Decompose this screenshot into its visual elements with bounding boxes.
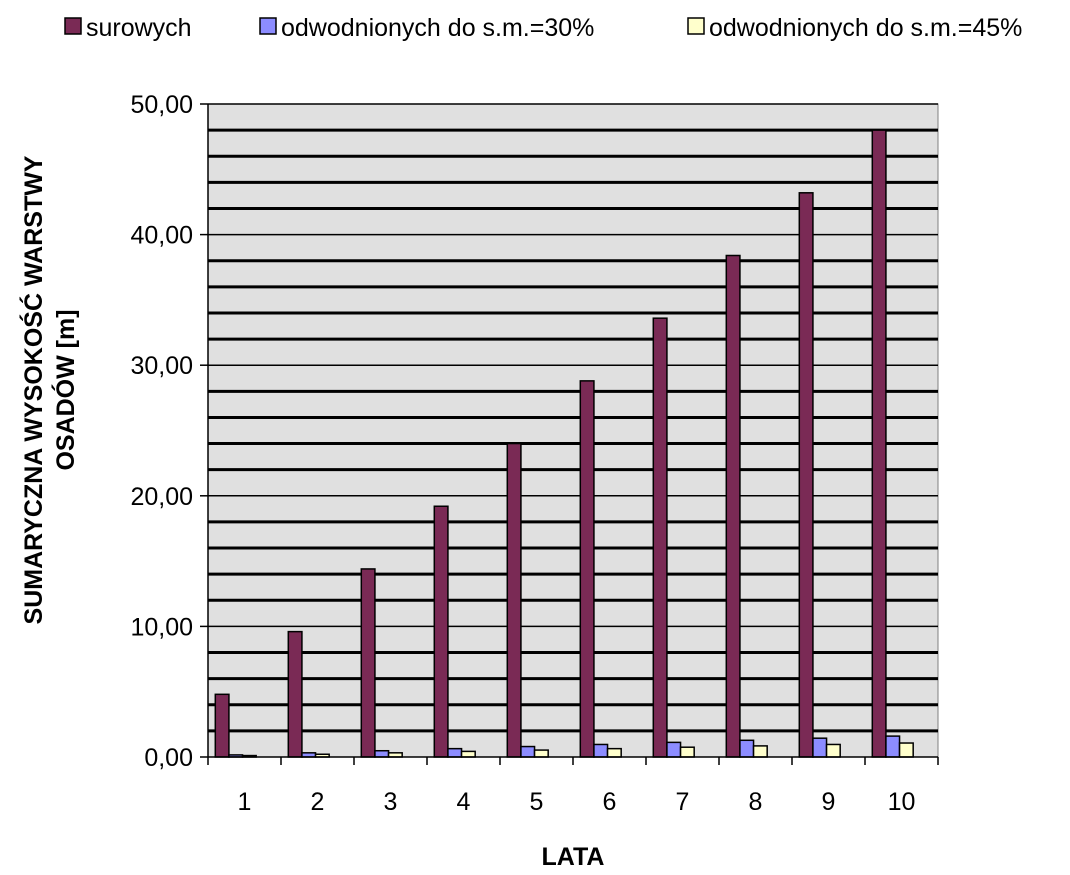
x-tick-label: 2 bbox=[311, 788, 325, 816]
x-tick-labels: 1 2 3 4 5 6 7 8 9 10 bbox=[207, 757, 939, 816]
x-tick-label: 7 bbox=[676, 788, 690, 816]
bar-series-2-cat-6 bbox=[593, 743, 609, 758]
x-tick-label: 9 bbox=[822, 788, 836, 816]
bar-series-2-cat-5 bbox=[520, 745, 536, 758]
y-tick-label: 50,00 bbox=[130, 91, 193, 119]
bar-series-1-cat-7 bbox=[652, 317, 668, 758]
bar-series-2-cat-10 bbox=[885, 735, 901, 758]
y-tick-labels: 0,00 10,00 20,00 30,00 40,00 50,00 bbox=[130, 91, 208, 772]
bar-series-3-cat-5 bbox=[533, 749, 549, 758]
bar-series-3-cat-6 bbox=[606, 747, 622, 758]
y-tick-label: 10,00 bbox=[130, 613, 193, 641]
x-tick-label: 4 bbox=[457, 788, 471, 816]
bar-series-1-cat-2 bbox=[287, 630, 303, 758]
x-tick-label: 1 bbox=[238, 788, 252, 816]
bar-series-2-cat-8 bbox=[739, 739, 755, 758]
legend-swatch bbox=[687, 17, 705, 35]
bar-series-1-cat-3 bbox=[360, 568, 376, 758]
gridlines bbox=[208, 103, 938, 733]
bar-series-2-cat-7 bbox=[666, 741, 682, 758]
legend-label: odwodnionych do s.m.=30% bbox=[281, 14, 594, 42]
x-tick-label: 5 bbox=[530, 788, 544, 816]
bar-series-3-cat-4 bbox=[460, 750, 476, 758]
legend-swatch bbox=[259, 17, 277, 35]
y-axis-title-line-1: SUMARYCZNA WYSOKOŚĆ WARSTWY bbox=[18, 155, 48, 624]
bars bbox=[214, 129, 914, 758]
x-axis-title: LATA bbox=[542, 843, 605, 870]
bar-series-1-cat-10 bbox=[871, 129, 887, 758]
y-axis-title-line-2: OSADÓW [m] bbox=[50, 309, 80, 470]
legend: surowych odwodnionych do s.m.=30% odwodnio… bbox=[64, 14, 1022, 42]
bar-series-1-cat-9 bbox=[798, 192, 814, 758]
y-tick-label: 40,00 bbox=[130, 222, 193, 250]
legend-swatch bbox=[64, 17, 82, 35]
x-tick-label: 6 bbox=[603, 788, 617, 816]
legend-label: surowych bbox=[86, 14, 192, 42]
x-tick-label: 3 bbox=[384, 788, 398, 816]
bar-series-3-cat-8 bbox=[752, 745, 768, 758]
x-tick-label: 8 bbox=[749, 788, 763, 816]
x-tick-label: 10 bbox=[888, 788, 916, 816]
bar-series-2-cat-3 bbox=[374, 749, 390, 758]
bar-series-1-cat-4 bbox=[433, 505, 449, 758]
bar-series-3-cat-10 bbox=[898, 742, 914, 758]
legend-label: odwodnionych do s.m.=45% bbox=[709, 14, 1022, 42]
bar-series-1-cat-1 bbox=[214, 693, 230, 758]
bar-series-1-cat-8 bbox=[725, 254, 741, 758]
bar-series-1-cat-6 bbox=[579, 380, 595, 758]
bar-series-3-cat-9 bbox=[825, 743, 841, 758]
bar-series-1-cat-5 bbox=[506, 442, 522, 758]
y-tick-label: 20,00 bbox=[130, 483, 193, 511]
y-tick-label: 30,00 bbox=[130, 352, 193, 380]
y-axis-title: SUMARYCZNA WYSOKOŚĆ WARSTWY OSADÓW [m] bbox=[18, 155, 80, 624]
bar-series-3-cat-7 bbox=[679, 746, 695, 758]
bar-series-2-cat-9 bbox=[812, 737, 828, 758]
bar-series-2-cat-4 bbox=[447, 747, 463, 758]
plot-area bbox=[207, 103, 939, 758]
y-tick-label: 0,00 bbox=[144, 744, 193, 772]
